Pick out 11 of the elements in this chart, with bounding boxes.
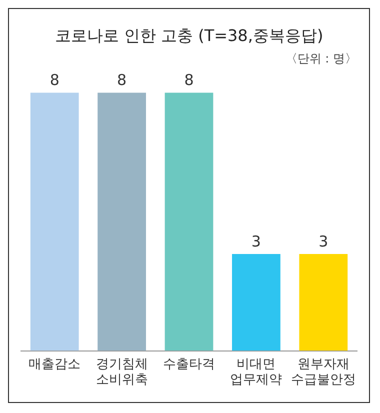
data-label: 8 — [184, 70, 194, 89]
x-tick-label: 경기침체 소비위축 — [96, 356, 148, 388]
data-label: 3 — [251, 232, 261, 250]
chart-title: 코로나로 인한 고충 (T=38,중복응답) — [54, 26, 324, 45]
x-tick-label: 수출타격 — [163, 356, 215, 372]
data-label: 8 — [117, 70, 127, 89]
x-tick-label: 원부자재 수급불안정 — [290, 356, 356, 388]
data-label: 8 — [50, 70, 60, 89]
x-tick-label: 매출감소 — [28, 356, 81, 372]
x-tick-label: 비대면 업무제약 — [230, 356, 282, 388]
data-label: 3 — [318, 232, 328, 250]
